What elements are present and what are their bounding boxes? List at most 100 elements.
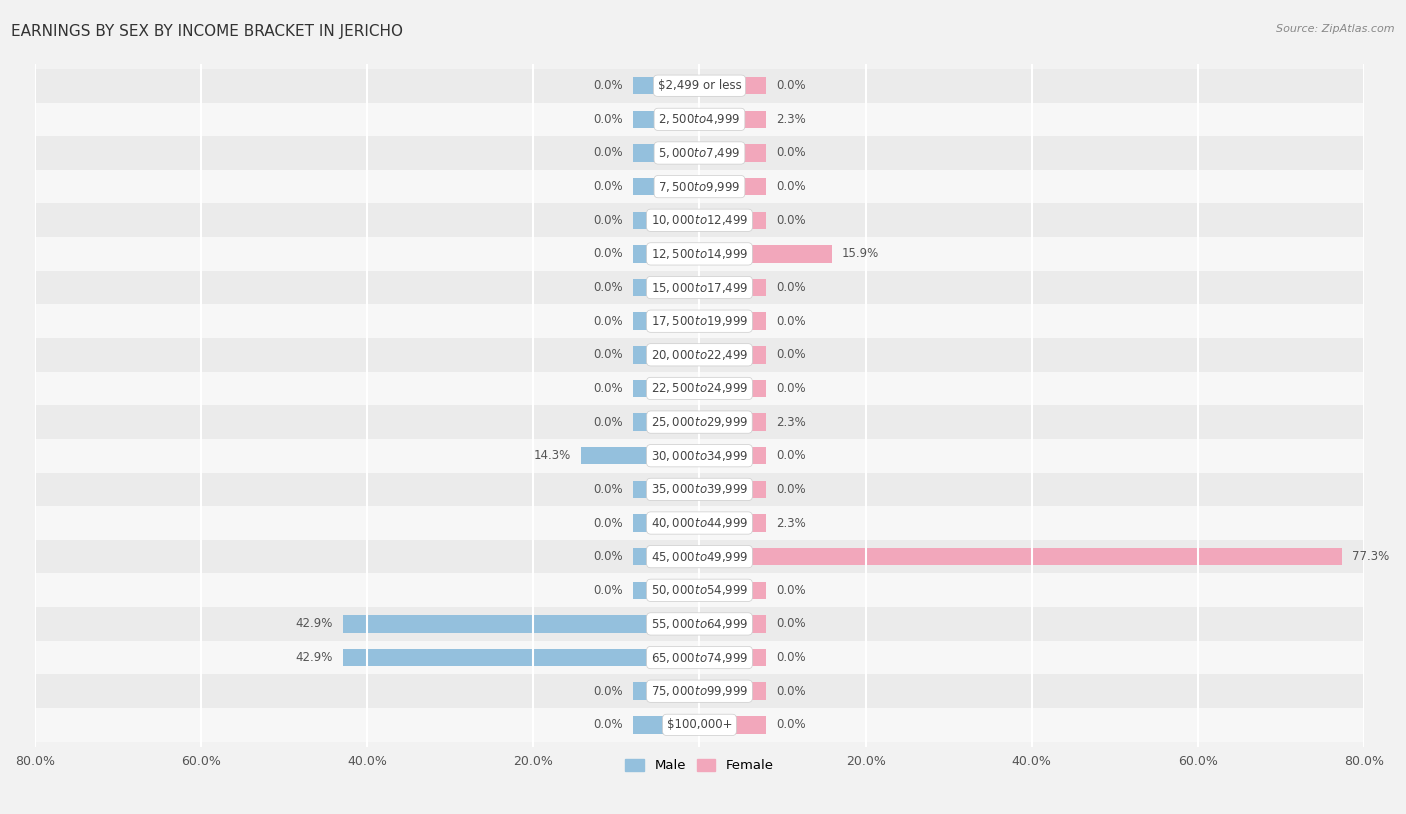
Bar (699, 178, 766, 195)
Bar (699, 447, 766, 465)
Legend: Male, Female: Male, Female (620, 754, 779, 777)
Text: $65,000 to $74,999: $65,000 to $74,999 (651, 650, 748, 664)
Text: $50,000 to $54,999: $50,000 to $54,999 (651, 584, 748, 597)
Bar (699, 77, 766, 94)
Text: 0.0%: 0.0% (593, 214, 623, 227)
Text: 0.0%: 0.0% (593, 382, 623, 395)
Bar (35, 439, 1364, 473)
Bar (699, 649, 766, 667)
Bar (699, 682, 766, 700)
Bar (633, 682, 699, 700)
Text: $35,000 to $39,999: $35,000 to $39,999 (651, 483, 748, 497)
Bar (699, 212, 766, 229)
Bar (699, 313, 766, 330)
Bar (699, 514, 766, 532)
Bar (35, 170, 1364, 204)
Text: 0.0%: 0.0% (776, 618, 806, 630)
Text: 0.0%: 0.0% (593, 685, 623, 698)
Bar (699, 414, 766, 431)
Text: $17,500 to $19,999: $17,500 to $19,999 (651, 314, 748, 328)
Text: 0.0%: 0.0% (593, 416, 623, 429)
Bar (633, 414, 699, 431)
Bar (633, 480, 699, 498)
Text: 15.9%: 15.9% (842, 247, 879, 260)
Bar (633, 212, 699, 229)
Bar (343, 649, 699, 667)
Text: 0.0%: 0.0% (776, 382, 806, 395)
Text: 0.0%: 0.0% (776, 651, 806, 664)
Bar (699, 346, 766, 364)
Text: $2,500 to $4,999: $2,500 to $4,999 (658, 112, 741, 126)
Text: 0.0%: 0.0% (776, 685, 806, 698)
Text: $2,499 or less: $2,499 or less (658, 79, 741, 92)
Bar (699, 278, 766, 296)
Bar (35, 674, 1364, 708)
Text: 0.0%: 0.0% (593, 517, 623, 530)
Bar (633, 144, 699, 162)
Bar (699, 716, 766, 733)
Text: 0.0%: 0.0% (776, 180, 806, 193)
Text: $7,500 to $9,999: $7,500 to $9,999 (658, 180, 741, 194)
Text: 2.3%: 2.3% (776, 113, 806, 126)
Text: 0.0%: 0.0% (593, 79, 623, 92)
Text: 0.0%: 0.0% (776, 79, 806, 92)
Text: 42.9%: 42.9% (295, 651, 333, 664)
Bar (633, 278, 699, 296)
Bar (633, 245, 699, 263)
Text: 2.3%: 2.3% (776, 416, 806, 429)
Text: 0.0%: 0.0% (776, 718, 806, 731)
Text: $55,000 to $64,999: $55,000 to $64,999 (651, 617, 748, 631)
Text: $30,000 to $34,999: $30,000 to $34,999 (651, 449, 748, 462)
Bar (35, 204, 1364, 237)
Bar (699, 144, 766, 162)
Bar (35, 304, 1364, 338)
Text: 0.0%: 0.0% (593, 180, 623, 193)
Text: 0.0%: 0.0% (593, 718, 623, 731)
Text: 0.0%: 0.0% (776, 483, 806, 496)
Text: 0.0%: 0.0% (776, 348, 806, 361)
Bar (581, 447, 699, 465)
Bar (633, 379, 699, 397)
Text: 0.0%: 0.0% (593, 315, 623, 328)
Bar (633, 514, 699, 532)
Text: $15,000 to $17,499: $15,000 to $17,499 (651, 281, 748, 295)
Text: $25,000 to $29,999: $25,000 to $29,999 (651, 415, 748, 429)
Text: 0.0%: 0.0% (776, 449, 806, 462)
Text: 0.0%: 0.0% (776, 315, 806, 328)
Bar (35, 641, 1364, 674)
Bar (343, 615, 699, 632)
Bar (633, 111, 699, 128)
Bar (699, 548, 1341, 566)
Bar (699, 111, 766, 128)
Bar (633, 313, 699, 330)
Text: 0.0%: 0.0% (593, 147, 623, 160)
Bar (633, 346, 699, 364)
Bar (35, 237, 1364, 271)
Text: 77.3%: 77.3% (1351, 550, 1389, 563)
Text: 0.0%: 0.0% (593, 348, 623, 361)
Bar (35, 506, 1364, 540)
Text: $5,000 to $7,499: $5,000 to $7,499 (658, 146, 741, 160)
Bar (35, 473, 1364, 506)
Bar (633, 77, 699, 94)
Bar (35, 405, 1364, 439)
Bar (633, 581, 699, 599)
Bar (35, 69, 1364, 103)
Text: 0.0%: 0.0% (776, 281, 806, 294)
Bar (699, 615, 766, 632)
Bar (35, 271, 1364, 304)
Text: 0.0%: 0.0% (593, 483, 623, 496)
Bar (699, 480, 766, 498)
Text: 0.0%: 0.0% (593, 550, 623, 563)
Text: $45,000 to $49,999: $45,000 to $49,999 (651, 549, 748, 563)
Text: 0.0%: 0.0% (776, 214, 806, 227)
Bar (699, 245, 831, 263)
Text: $40,000 to $44,999: $40,000 to $44,999 (651, 516, 748, 530)
Bar (633, 548, 699, 566)
Text: 0.0%: 0.0% (593, 584, 623, 597)
Bar (35, 103, 1364, 136)
Bar (633, 716, 699, 733)
Text: EARNINGS BY SEX BY INCOME BRACKET IN JERICHO: EARNINGS BY SEX BY INCOME BRACKET IN JER… (11, 24, 404, 39)
Text: $20,000 to $22,499: $20,000 to $22,499 (651, 348, 748, 361)
Text: 2.3%: 2.3% (776, 517, 806, 530)
